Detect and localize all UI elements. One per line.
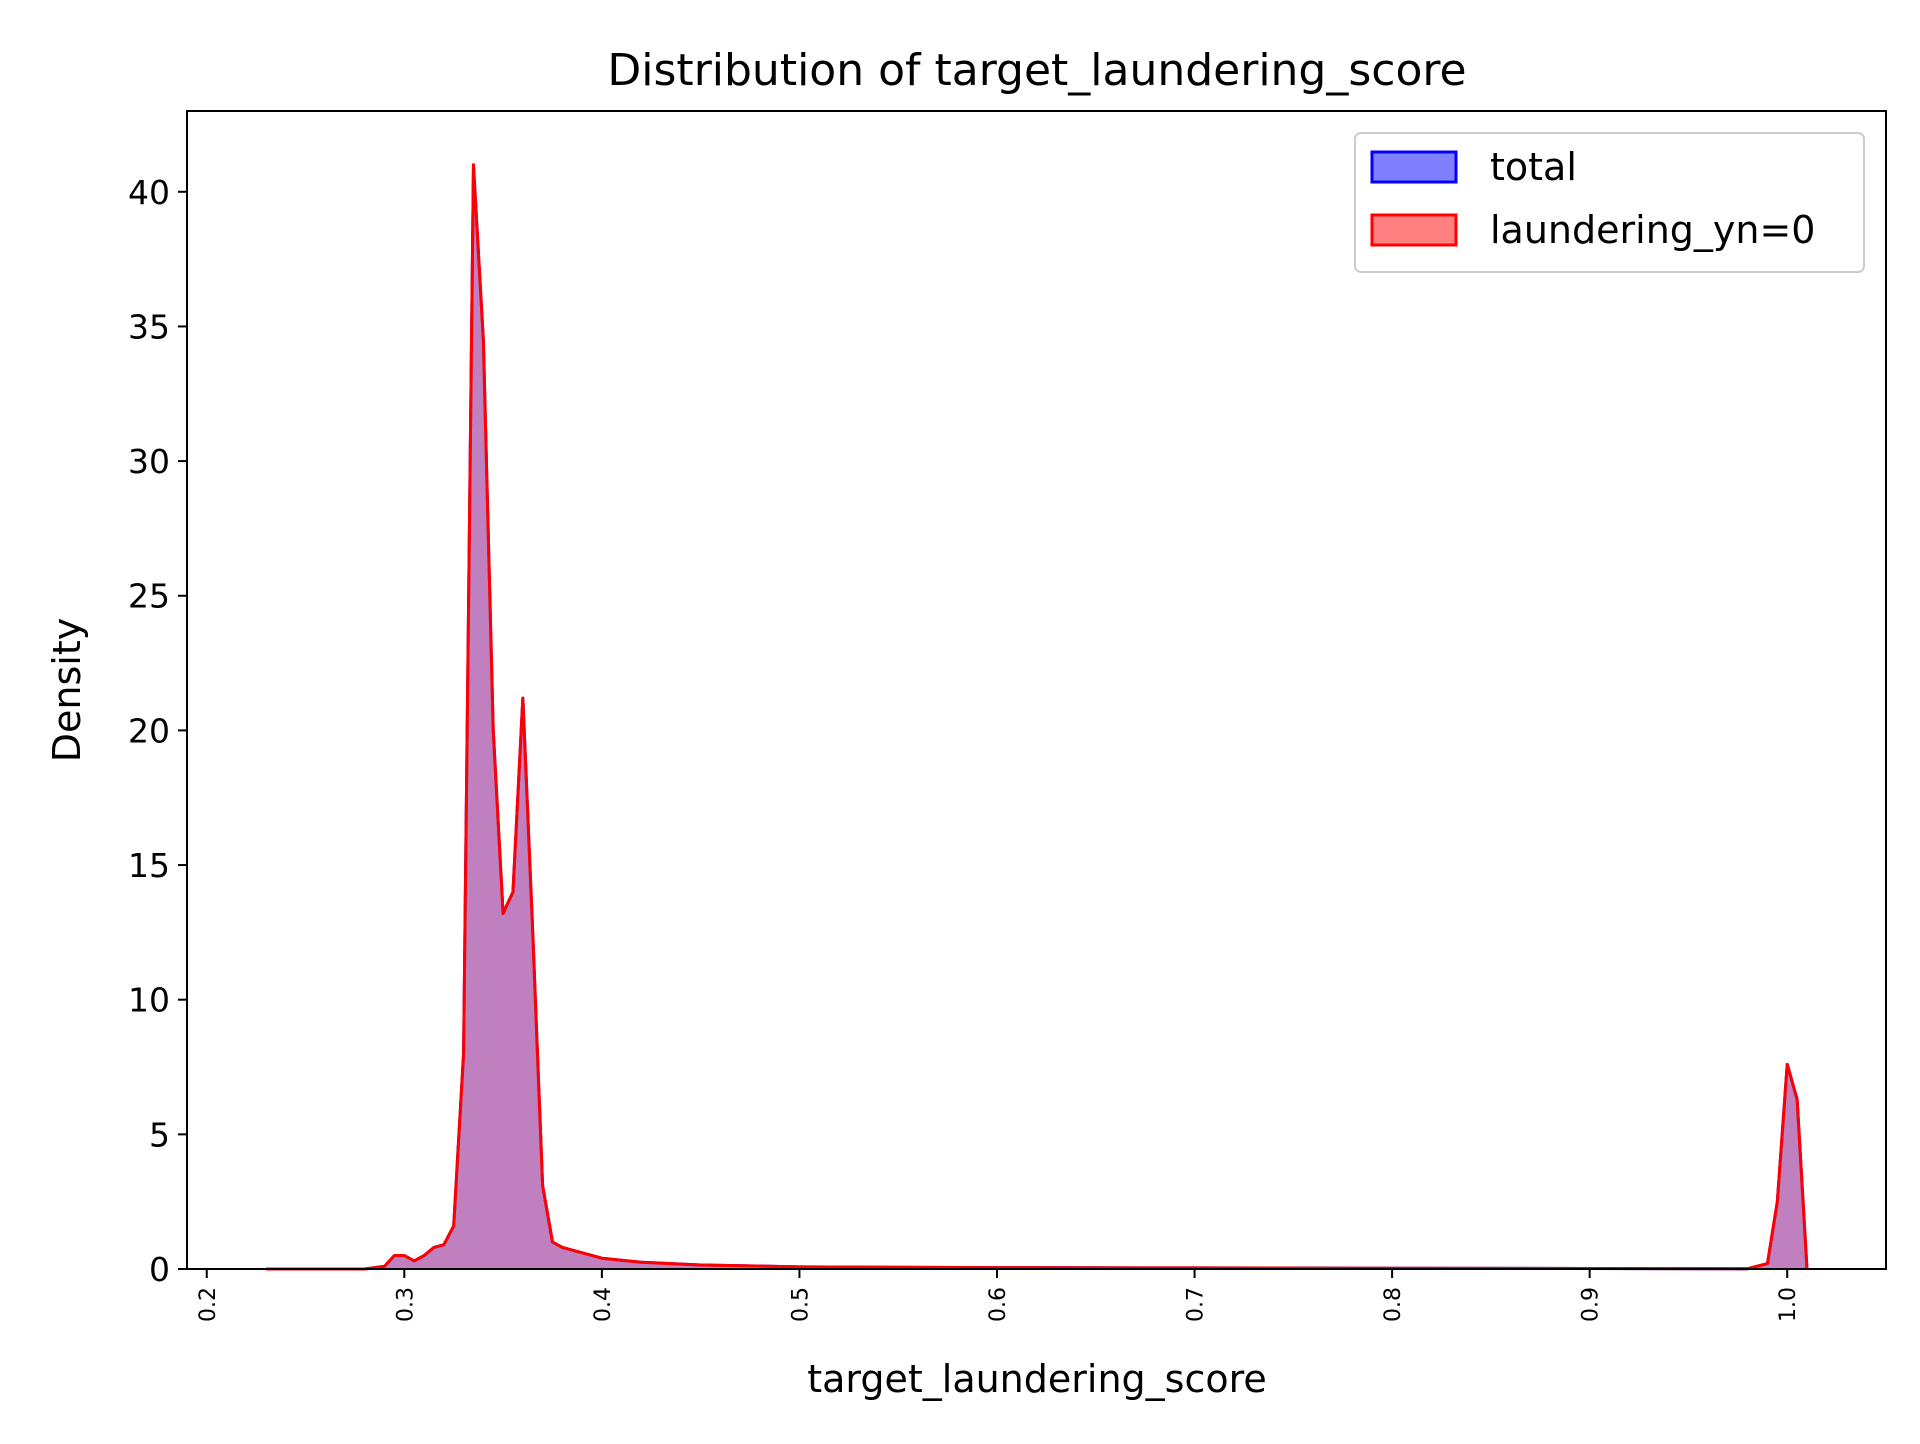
x-tick-label: 0.5 xyxy=(788,1287,813,1322)
y-tick-label: 0 xyxy=(149,1250,170,1289)
x-tick-label: 0.8 xyxy=(1381,1287,1406,1322)
y-tick-label: 40 xyxy=(128,173,170,212)
legend-label: total xyxy=(1490,145,1577,189)
y-tick-label: 10 xyxy=(128,981,170,1020)
legend: total laundering_yn=0 xyxy=(1354,132,1865,273)
legend-label: laundering_yn=0 xyxy=(1490,208,1816,252)
x-tick-label: 0.7 xyxy=(1184,1287,1209,1322)
x-tick-label: 1.0 xyxy=(1776,1287,1801,1322)
plot-frame xyxy=(186,110,1887,1270)
legend-swatch xyxy=(1370,213,1458,247)
y-tick-label: 35 xyxy=(128,307,170,346)
y-axis-label: Density xyxy=(45,618,89,762)
legend-items: total laundering_yn=0 xyxy=(1370,145,1816,252)
x-tick-label: 0.9 xyxy=(1579,1287,1604,1322)
x-tick-label: 0.4 xyxy=(591,1287,616,1322)
chart-title: Distribution of target_laundering_score xyxy=(607,45,1466,96)
y-tick-label: 25 xyxy=(128,577,170,616)
x-tick-label: 0.3 xyxy=(393,1287,418,1322)
y-axis-ticks: 0 5 10 15 20 25 30 35 40 xyxy=(128,173,187,1289)
y-tick-label: 20 xyxy=(128,711,170,750)
x-tick-label: 0.2 xyxy=(196,1287,221,1322)
x-tick-label: 0.6 xyxy=(986,1287,1011,1322)
y-tick-label: 30 xyxy=(128,442,170,481)
legend-swatch xyxy=(1370,150,1458,184)
y-tick-label: 5 xyxy=(149,1115,170,1154)
x-axis-ticks: 0.2 0.3 0.4 0.5 0.6 0.7 0.8 0.9 1.0 xyxy=(196,1269,1801,1322)
x-axis-label: target_laundering_score xyxy=(807,1357,1267,1401)
y-tick-label: 15 xyxy=(128,846,170,885)
legend-frame xyxy=(1354,132,1865,273)
